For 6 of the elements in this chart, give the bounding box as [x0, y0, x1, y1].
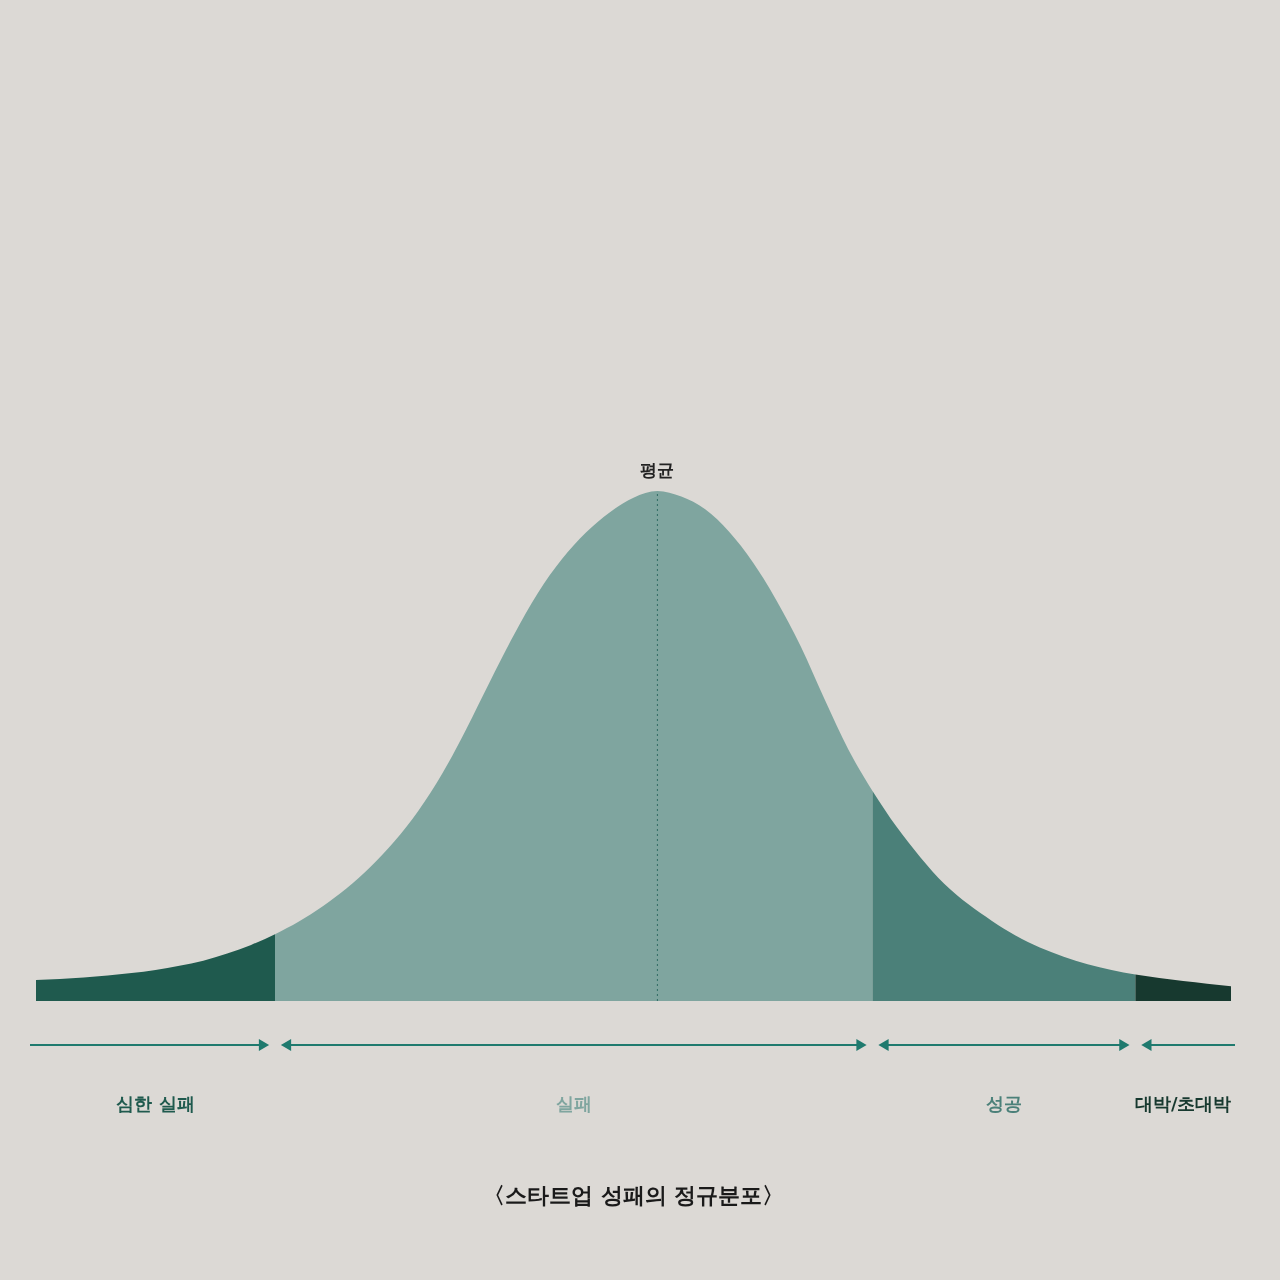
- text: 실패: [555, 1093, 592, 1114]
- text: 〈스타트업 성패의 정규분포〉: [482, 1183, 785, 1208]
- text: 대박/초대박: [1134, 1093, 1232, 1114]
- annotation: 평균: [640, 460, 675, 480]
- text: 심한 실패: [116, 1093, 195, 1114]
- text: 성공: [985, 1093, 1022, 1114]
